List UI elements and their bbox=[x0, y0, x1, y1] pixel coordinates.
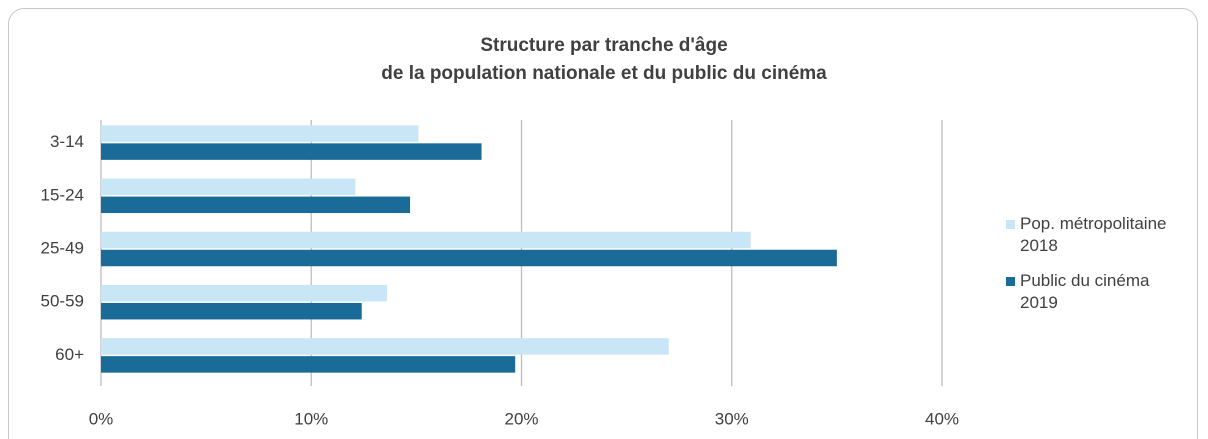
x-tick-label: 10% bbox=[294, 409, 328, 428]
y-tick-label: 50-59 bbox=[41, 292, 84, 311]
x-tick-label: 0% bbox=[89, 409, 114, 428]
legend-label: Public du cinéma 2019 bbox=[1020, 271, 1150, 312]
chart-title: de la population nationale et du public … bbox=[381, 63, 827, 84]
x-tick-label: 30% bbox=[715, 409, 749, 428]
bar bbox=[101, 143, 482, 160]
bar bbox=[101, 338, 669, 355]
legend: Pop. métropolitaine 2018 Public du cinéma… bbox=[1006, 213, 1196, 327]
y-tick-label: 60+ bbox=[55, 345, 84, 364]
legend-swatch bbox=[1006, 277, 1015, 286]
y-tick-label: 3-14 bbox=[50, 132, 84, 151]
legend-swatch bbox=[1006, 220, 1015, 229]
bar bbox=[101, 125, 419, 142]
bar bbox=[101, 231, 751, 249]
legend-item: Public du cinéma 2019 bbox=[1006, 270, 1196, 314]
bar bbox=[101, 284, 387, 302]
bar bbox=[101, 178, 356, 196]
legend-item: Pop. métropolitaine 2018 bbox=[1006, 213, 1196, 257]
bar bbox=[101, 356, 516, 373]
y-tick-label: 15-24 bbox=[41, 185, 84, 204]
chart-title: Structure par tranche d'âge bbox=[480, 35, 727, 56]
x-tick-label: 20% bbox=[504, 409, 538, 428]
bar bbox=[101, 249, 837, 267]
bar bbox=[101, 196, 411, 214]
x-tick-label: 40% bbox=[925, 409, 959, 428]
y-tick-label: 25-49 bbox=[41, 238, 84, 257]
legend-label: Pop. métropolitaine 2018 bbox=[1020, 214, 1167, 255]
bar bbox=[101, 302, 362, 320]
chart-frame bbox=[8, 8, 1198, 439]
